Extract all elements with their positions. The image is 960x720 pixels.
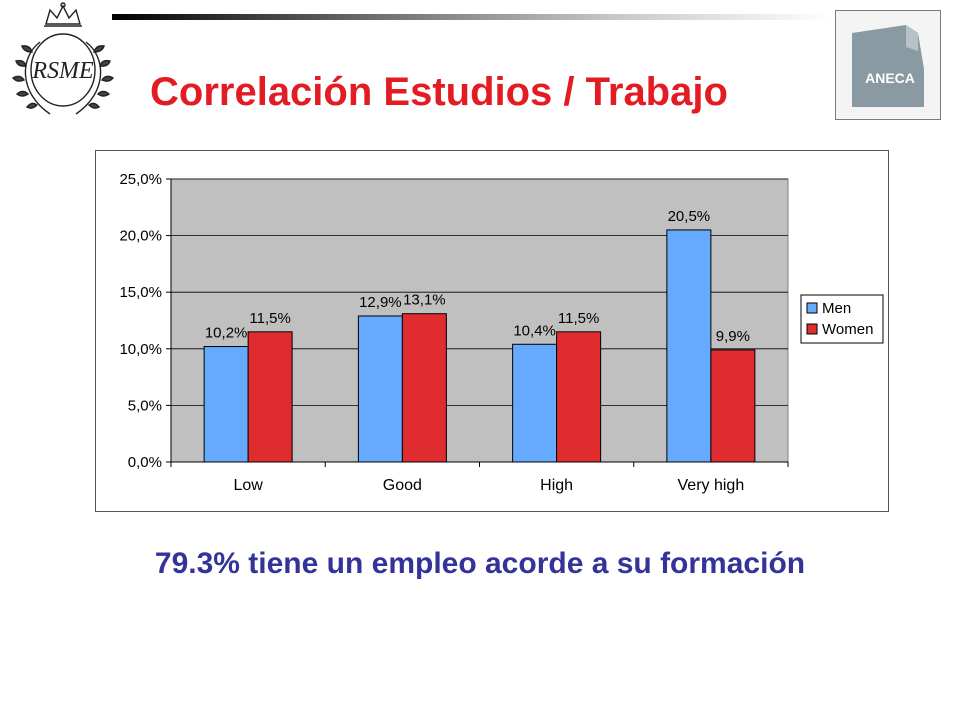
legend-swatch	[806, 302, 818, 314]
data-label: 12,9%	[359, 294, 402, 311]
rsme-logo: RSME	[11, 2, 115, 115]
legend-label: Women	[822, 321, 873, 338]
data-label: 10,2%	[205, 325, 248, 342]
bar-men	[666, 229, 712, 463]
slide-title: Correlación Estudios / Trabajo	[150, 70, 728, 114]
data-label: 10,4%	[513, 322, 556, 339]
x-tick-label: High	[540, 477, 573, 494]
y-tick-label: 25,0%	[119, 171, 162, 188]
aneca-logo: ANECA	[835, 10, 941, 120]
y-tick-label: 5,0%	[128, 397, 162, 414]
data-label: 11,5%	[249, 310, 290, 327]
data-label: 11,5%	[558, 310, 599, 327]
legend-swatch	[806, 323, 818, 335]
bar-women	[401, 313, 447, 463]
chart-frame: 0,0% 5,0% 10,0% 15,0% 20,0% 25,0% Low 10,2% 11,5…	[95, 150, 889, 512]
data-label: 13,1%	[403, 292, 446, 309]
x-tick-label: Very high	[678, 477, 745, 494]
aneca-logo-graphic: ANECA	[852, 25, 924, 107]
bar-women	[556, 331, 602, 463]
svg-text:RSME: RSME	[31, 58, 94, 84]
y-tick-label: 20,0%	[119, 228, 162, 245]
bar-men	[203, 346, 249, 463]
bar-men	[357, 315, 403, 463]
data-label: 20,5%	[668, 208, 711, 225]
x-tick-label: Low	[233, 477, 263, 494]
header-rule	[112, 14, 832, 20]
x-tick-label: Good	[383, 477, 422, 494]
svg-text:ANECA: ANECA	[865, 70, 915, 86]
legend-label: Men	[822, 300, 851, 317]
y-tick-label: 15,0%	[119, 284, 162, 301]
bar-men	[512, 343, 558, 463]
caption-text: 79.3% tiene un empleo acorde a su formac…	[154, 547, 806, 580]
y-tick-label: 10,0%	[119, 341, 162, 358]
bar-women	[710, 349, 756, 463]
bar-women	[247, 331, 293, 463]
bar-chart: 0,0%5,0%10,0%15,0%20,0%25,0%Low10,2%11,5…	[119, 171, 884, 494]
y-tick-label: 0,0%	[128, 454, 162, 471]
data-label: 9,9%	[716, 328, 750, 345]
